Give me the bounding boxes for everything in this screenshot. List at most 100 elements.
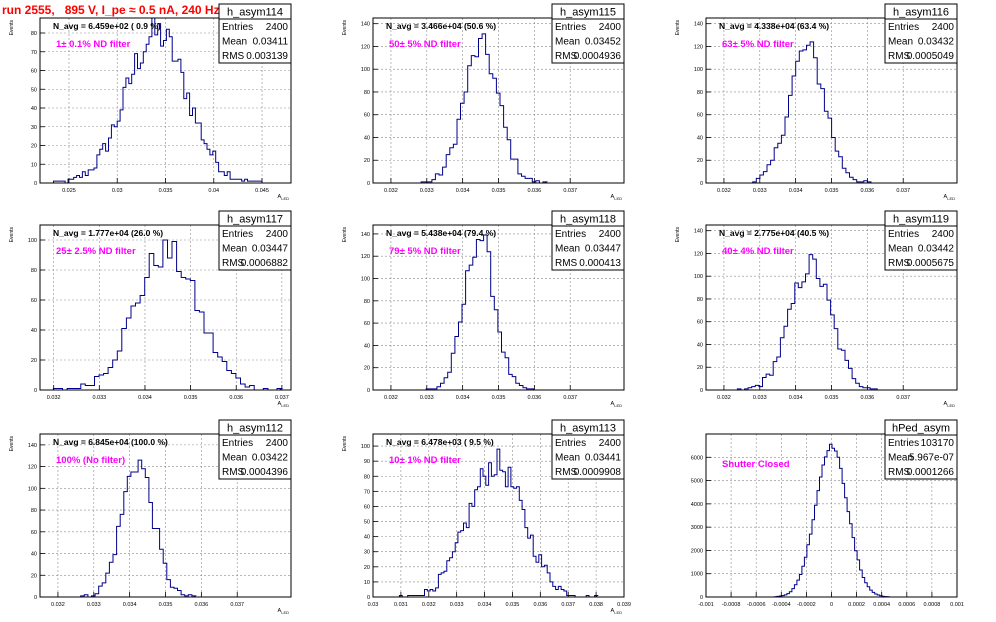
stats-key: Entries <box>222 229 253 240</box>
stats-value: 0.03447 <box>252 244 289 255</box>
x-axis-label: ALED <box>944 401 956 408</box>
y-axis-label: Events <box>342 20 348 36</box>
x-tick-label: 0.035 <box>492 395 506 401</box>
y-tick-label: 70 <box>31 50 37 56</box>
stats-key: Entries <box>222 22 253 33</box>
y-tick-label: 10 <box>31 162 37 168</box>
y-tick-label: 0 <box>367 181 370 187</box>
x-tick-label: 0.035 <box>825 395 839 401</box>
stats-key: Mean <box>555 244 580 255</box>
stats-key: Mean <box>222 453 247 464</box>
x-tick-label: 0.037 <box>230 602 244 608</box>
y-tick-label: 100 <box>28 238 37 244</box>
x-tick-label: 0.0008 <box>923 602 940 608</box>
stats-value: 2400 <box>266 438 289 449</box>
y-tick-label: 2000 <box>691 548 703 554</box>
filter-label: 25± 2.5% ND filter <box>56 246 136 257</box>
stats-value: 0.0005049 <box>907 51 955 62</box>
x-tick-label: 0.033 <box>87 602 101 608</box>
stats-box-h_asym117: h_asym117 Entries 2400 Mean 0.03447 RMS0.0006… <box>218 210 292 271</box>
stats-box-h_asym115: h_asym115 Entries 2400 Mean 0.03452 RMS0.0004… <box>551 3 625 64</box>
x-tick-label: -0.0006 <box>747 602 766 608</box>
y-tick-label: 50 <box>364 520 370 526</box>
y-tick-label: 140 <box>361 232 370 238</box>
y-tick-label: 1000 <box>691 572 703 578</box>
x-tick-label: 0.036 <box>527 188 541 194</box>
filter-label: 50± 5% ND filter <box>389 39 461 50</box>
x-tick-label: 0.045 <box>255 188 269 194</box>
histogram-line <box>425 234 535 391</box>
stats-box-h_asym119: h_asym119 Entries 2400 Mean 0.03442 RMS0.0005… <box>884 210 958 271</box>
x-tick-label: 0.036 <box>533 602 547 608</box>
x-tick-label: 0.033 <box>420 188 434 194</box>
x-tick-label: 0.033 <box>92 395 106 401</box>
y-tick-label: 80 <box>31 508 37 514</box>
x-tick-label: 0.039 <box>617 602 631 608</box>
x-tick-label: 0.037 <box>563 188 577 194</box>
stats-box-h_asym112: h_asym112 Entries 2400 Mean 0.03422 RMS0.0004… <box>218 419 292 480</box>
navg-text: N_avg = 4.338e+04 (63.4 %) <box>719 21 829 31</box>
x-tick-label: 0.037 <box>896 395 910 401</box>
y-tick-label: 80 <box>364 474 370 480</box>
x-tick-label: 0.034 <box>789 395 803 401</box>
navg-text: N_avg = 3.466e+04 (50.6 %) <box>386 21 496 31</box>
panel-h_asym117: 0.032 0.033 0.034 0.035 0.036 0.037 0 20 40 60 80 1… <box>9 210 292 408</box>
panel-h_asym116: 0.032 0.033 0.034 0.035 0.036 0.037 0 20 40 60 80 1… <box>675 3 958 201</box>
x-tick-label: 0.032 <box>384 395 398 401</box>
y-tick-label: 40 <box>31 328 37 334</box>
stats-key: RMS <box>555 467 578 478</box>
y-tick-label: 40 <box>697 135 703 141</box>
x-tick-label: 0.034 <box>789 188 803 194</box>
y-tick-label: 80 <box>697 90 703 96</box>
y-tick-label: 0 <box>700 595 703 601</box>
y-tick-label: 120 <box>361 254 370 260</box>
y-tick-label: 0 <box>34 181 37 187</box>
stats-box-h_asym114: h_asym114 Entries 2400 Mean 0.03411 RMS 0.0031… <box>218 3 292 64</box>
y-tick-label: 60 <box>31 530 37 536</box>
stats-value: 2400 <box>932 229 955 240</box>
x-tick-label: 0.032 <box>47 395 61 401</box>
y-axis-label: Events <box>342 227 348 243</box>
filter-label: Shutter Closed <box>722 459 790 470</box>
histogram-name: h_asym118 <box>560 214 616 226</box>
x-tick-label: 0.0002 <box>848 602 865 608</box>
y-tick-label: 120 <box>694 251 703 257</box>
stats-value: 0.0006882 <box>241 258 289 269</box>
y-tick-label: 0 <box>367 595 370 601</box>
stats-value: 5.967e-07 <box>909 453 954 464</box>
stats-value: 0.03452 <box>585 37 622 48</box>
y-tick-label: 60 <box>364 113 370 119</box>
y-tick-label: 40 <box>364 135 370 141</box>
x-tick-label: 0.035 <box>492 188 506 194</box>
stats-value: 0.0001266 <box>907 467 955 478</box>
x-tick-label: 0.032 <box>717 188 731 194</box>
histogram-name: h_asym113 <box>560 423 616 435</box>
y-tick-label: 120 <box>361 44 370 50</box>
histogram-line <box>741 41 875 184</box>
stats-value: 103170 <box>921 438 955 449</box>
y-tick-label: 120 <box>694 44 703 50</box>
stats-value: 0.0009908 <box>574 467 622 478</box>
x-tick-label: 0.034 <box>456 188 470 194</box>
panel-h_asym113: 0.03 0.031 0.032 0.033 0.034 0.035 0.036 0.037 0… <box>342 419 631 615</box>
stats-box-h_asym113: h_asym113 Entries 2400 Mean 0.03441 RMS0.0009… <box>551 419 625 480</box>
panel-h_asym118: 0.032 0.033 0.034 0.035 0.036 0.037 0 20 40 60 80 1… <box>342 210 625 408</box>
stats-key: RMS <box>888 258 911 269</box>
filter-label: 79± 5% ND filter <box>389 246 461 257</box>
x-tick-label: 0.0004 <box>873 602 890 608</box>
x-tick-label: 0.0006 <box>898 602 915 608</box>
y-tick-label: 40 <box>364 535 370 541</box>
panel-h_asym114: 0.025 0.03 0.035 0.04 0.045 0 10 20 30 40 50 60 70 80… <box>9 3 292 201</box>
x-tick-label: 0.033 <box>420 395 434 401</box>
y-tick-label: 80 <box>364 90 370 96</box>
x-tick-label: 0.034 <box>138 395 152 401</box>
stats-value: 2400 <box>266 229 289 240</box>
filter-label: 10± 1% ND filter <box>389 455 461 466</box>
navg-text: N_avg = 6.845e+04 (100.0 %) <box>53 437 168 447</box>
stats-key: Mean <box>888 453 913 464</box>
stats-key: RMS <box>222 258 245 269</box>
x-tick-label: 0.037 <box>561 602 575 608</box>
x-tick-label: -0.0002 <box>797 602 816 608</box>
stats-key: Entries <box>222 438 253 449</box>
stats-box-frame <box>218 210 292 271</box>
